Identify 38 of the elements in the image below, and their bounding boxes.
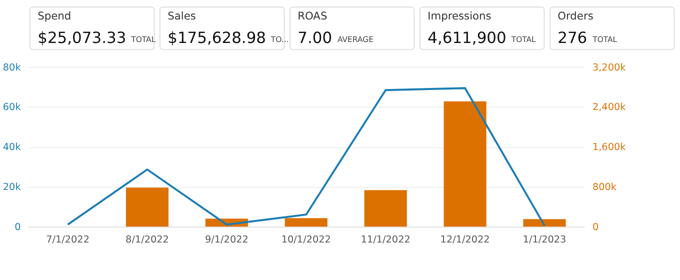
x-tick-label: 11/1/2022 <box>360 234 410 246</box>
y2-tick-label: 3,200k <box>592 62 626 74</box>
bar <box>444 101 486 227</box>
text: ROAS <box>298 10 328 23</box>
text: Sales <box>168 10 196 23</box>
text: Spend <box>38 10 72 23</box>
text: Impressions <box>428 10 492 23</box>
text: TOTAL <box>130 34 156 44</box>
text: Orders <box>558 10 594 23</box>
y-tick-label: 20k <box>2 182 22 194</box>
y-tick-label: 40k <box>2 142 22 154</box>
text: TO... <box>270 34 289 44</box>
y-tick-label: 0 <box>14 222 21 233</box>
x-tick-label: 8/1/2022 <box>126 234 169 246</box>
x-tick-label: 7/1/2022 <box>46 234 90 246</box>
text: 276 <box>558 28 588 47</box>
line-series <box>66 87 546 227</box>
x-tick-label: 9/1/2022 <box>205 234 248 246</box>
x-tick-label: 12/1/2022 <box>440 234 490 246</box>
x-tick-label: 10/1/2022 <box>281 234 331 246</box>
x-tick-label: 1/1/2023 <box>522 234 566 246</box>
text: AVERAGE <box>337 34 374 44</box>
text: TOTAL <box>592 34 618 44</box>
text: $175,628.98 <box>168 28 266 47</box>
text: $25,073.33 <box>38 28 126 47</box>
bar <box>523 219 566 227</box>
y2-tick-label: 1,600k <box>592 142 626 154</box>
text: 7.00 <box>298 28 332 47</box>
bar <box>364 190 407 227</box>
bar <box>284 218 328 227</box>
text: 4,611,900 <box>428 28 506 47</box>
y-tick-label: 80k <box>2 62 22 74</box>
y2-tick-label: 0 <box>592 222 599 233</box>
y-tick-label: 60k <box>2 102 22 114</box>
text: TOTAL <box>510 34 537 44</box>
bar <box>126 188 169 227</box>
y2-tick-label: 2,400k <box>592 102 626 114</box>
y2-tick-label: 800k <box>592 182 617 194</box>
